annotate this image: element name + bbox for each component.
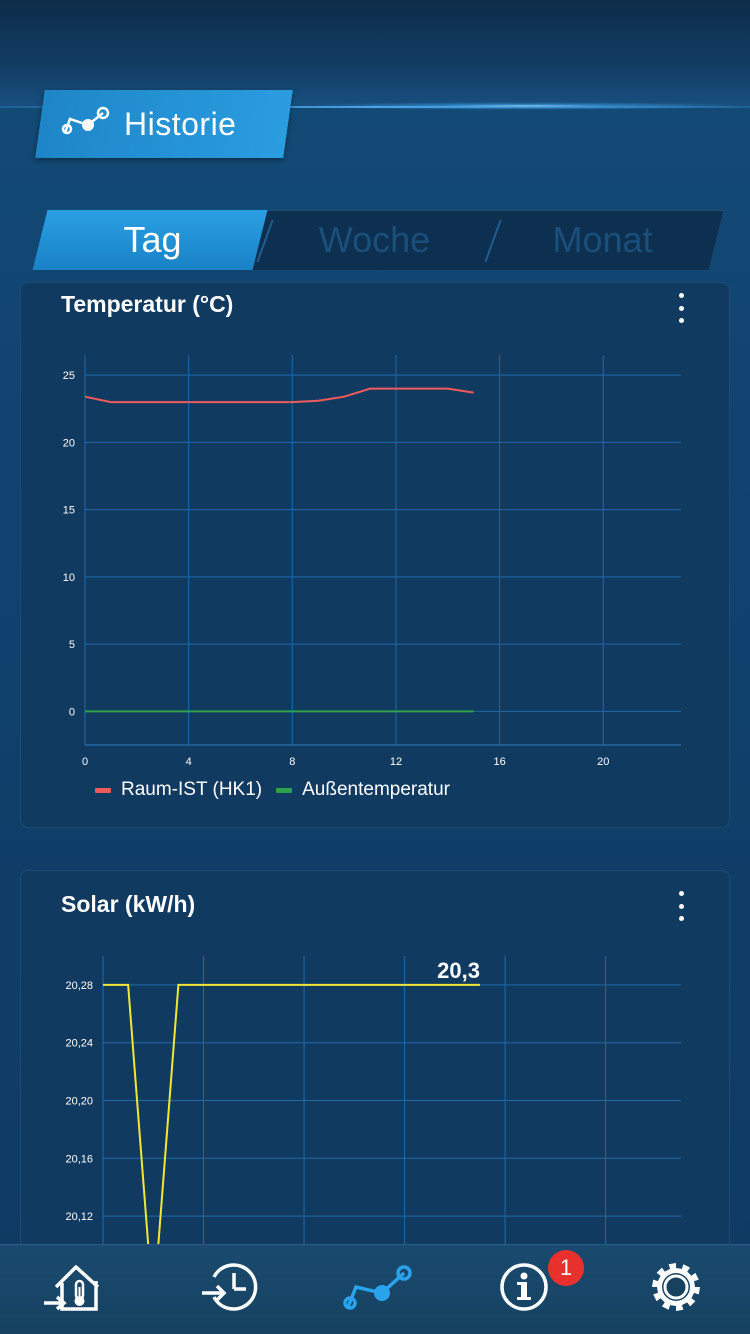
page-title: Historie — [124, 105, 237, 142]
y-tick-label: 20,16 — [65, 1153, 93, 1165]
x-tick-label: 0 — [82, 756, 88, 768]
temperature-menu-button[interactable] — [671, 293, 691, 323]
x-tick-label: 8 — [289, 756, 295, 768]
solar-card: Solar (kW/h) 20,12 20,16 20,20 20,24 20,28 20… — [20, 870, 730, 1271]
legend-item-raum-ist: Raum-IST (HK1) — [95, 779, 262, 801]
kebab-dot — [678, 293, 684, 298]
legend-swatch-green — [276, 787, 293, 793]
y-tick-label: 0 — [69, 706, 75, 718]
nav-settings[interactable] — [636, 1258, 716, 1320]
y-tick-label: 10 — [63, 572, 75, 584]
temperature-card-title: Temperatur (°C) — [61, 291, 234, 317]
kebab-dot — [678, 916, 684, 921]
notification-badge: 1 — [548, 1250, 584, 1286]
chart-icon — [338, 1261, 414, 1318]
y-tick-label: 25 — [63, 370, 75, 382]
temperature-chart: 0 4 8 12 16 20 0 5 10 15 20 25 — [63, 355, 681, 768]
tab-tag[interactable]: Tag — [123, 219, 182, 260]
house-thermometer-icon — [42, 1261, 106, 1318]
x-tick-label: 16 — [493, 756, 505, 768]
kebab-dot — [678, 903, 684, 909]
y-tick-label: 20,28 — [65, 980, 93, 992]
y-tick-label: 20,12 — [65, 1211, 93, 1223]
y-tick-label: 5 — [69, 639, 75, 651]
settings-gear-icon — [648, 1259, 704, 1320]
y-tick-label: 15 — [63, 505, 75, 517]
x-tick-label: 4 — [186, 756, 192, 768]
legend-label: Raum-IST (HK1) — [121, 779, 263, 800]
temperature-card: Temperatur (°C) 0 4 8 12 16 20 0 5 10 15 20 25 Raum… — [20, 282, 730, 828]
y-tick-label: 20 — [63, 437, 75, 449]
x-tick-label: 12 — [390, 756, 402, 768]
y-tick-label: 20,20 — [65, 1096, 93, 1108]
header-divider — [0, 106, 750, 108]
data-label: 20,3 — [437, 958, 480, 983]
legend-swatch-red — [95, 787, 111, 793]
page-title-bar: Historie — [60, 90, 236, 158]
history-chart-icon — [60, 105, 110, 144]
kebab-dot — [678, 891, 684, 896]
period-tabs: Tag Woche Monat — [32, 210, 724, 270]
y-tick-label: 20,24 — [65, 1038, 93, 1050]
nav-history[interactable] — [188, 1258, 268, 1320]
legend-label: Außentemperatur — [302, 779, 450, 800]
info-icon — [496, 1261, 552, 1318]
legend-item-aussentemperatur: Außentemperatur — [276, 779, 450, 801]
solar-chart: 20,12 20,16 20,20 20,24 20,28 20,3 — [65, 956, 681, 1271]
gear-inner-ring — [663, 1274, 689, 1299]
nav-info[interactable] — [484, 1258, 564, 1320]
nav-home-temperature[interactable] — [34, 1258, 114, 1320]
nav-chart[interactable] — [336, 1258, 416, 1320]
solar-card-title: Solar (kW/h) — [61, 891, 196, 917]
x-tick-label: 20 — [597, 756, 609, 768]
clock-history-icon — [196, 1261, 260, 1318]
kebab-dot — [678, 305, 684, 311]
series-line-0 — [103, 983, 480, 1246]
temperature-legend: Raum-IST (HK1) Außentemperatur — [95, 779, 450, 801]
tab-woche[interactable]: Woche — [318, 219, 431, 260]
solar-menu-button[interactable] — [671, 891, 691, 921]
series-line-0 — [84, 387, 474, 404]
kebab-dot — [678, 318, 684, 323]
tab-monat[interactable]: Monat — [552, 219, 653, 260]
